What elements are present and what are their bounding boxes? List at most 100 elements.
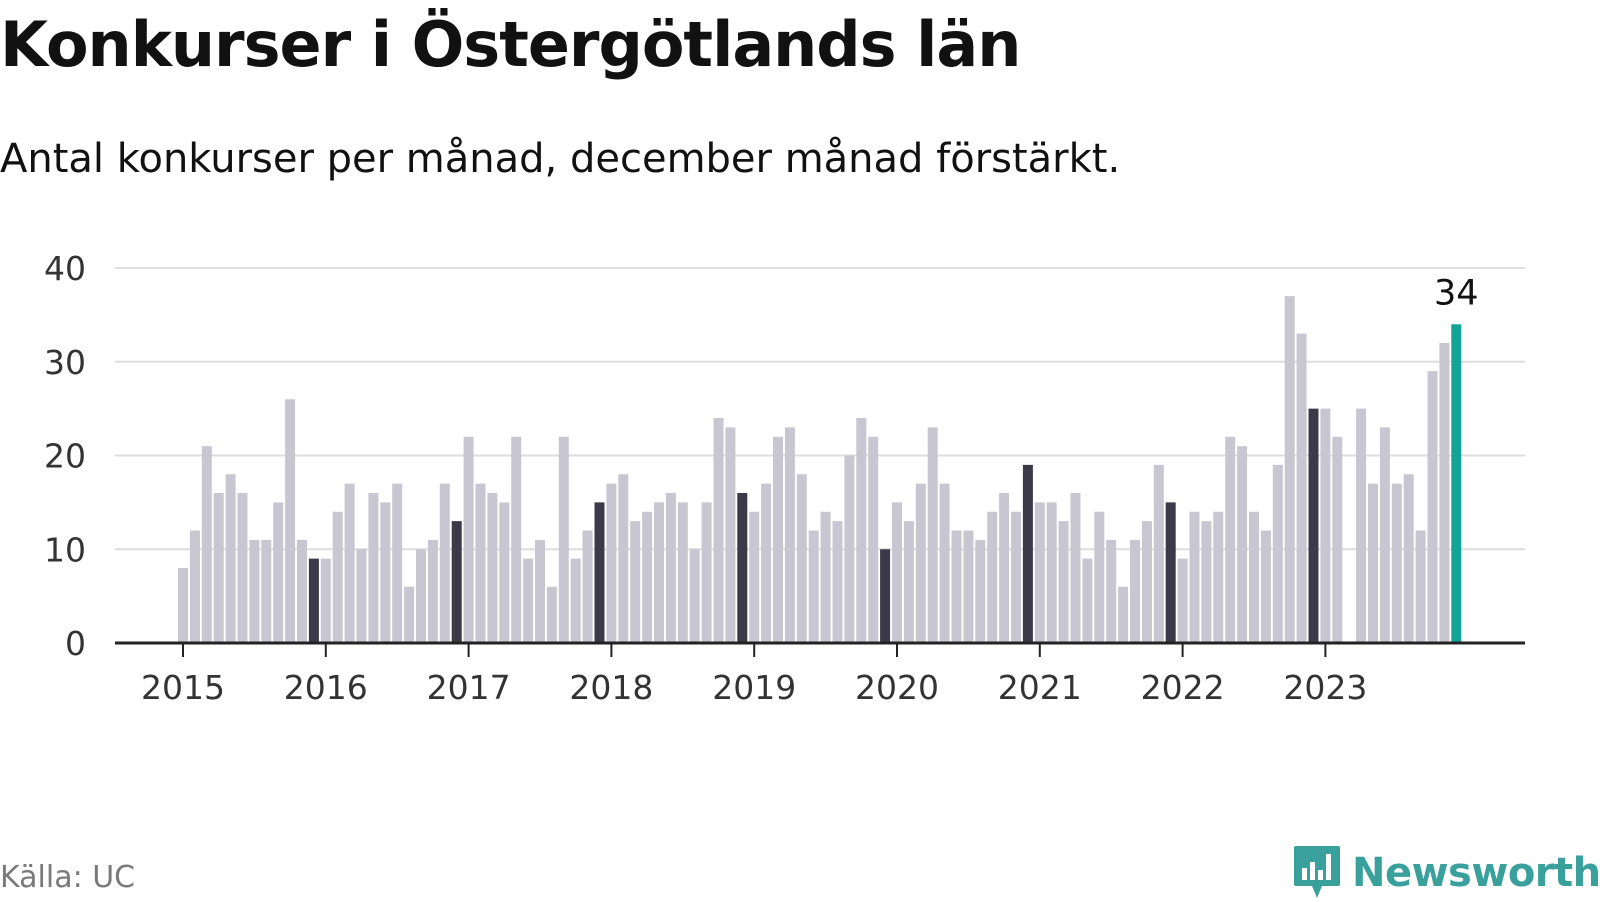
bar — [808, 530, 819, 643]
bar — [951, 530, 962, 643]
bar — [1415, 530, 1426, 643]
x-tick-label: 2022 — [1141, 668, 1225, 707]
bar — [1141, 521, 1152, 643]
bar — [308, 558, 319, 643]
bar — [832, 521, 843, 643]
bar — [1260, 530, 1271, 643]
bar — [499, 502, 510, 643]
bar — [1320, 408, 1331, 643]
bar — [237, 493, 248, 643]
bar — [927, 427, 938, 643]
bar — [915, 483, 926, 643]
bar — [975, 539, 986, 643]
bar — [1368, 483, 1378, 643]
bar — [582, 530, 593, 643]
bar — [1189, 511, 1200, 643]
x-tick-label: 2017 — [427, 668, 511, 707]
bar — [178, 568, 188, 643]
y-tick-label: 40 — [44, 249, 86, 288]
bar — [1225, 436, 1236, 643]
bar — [332, 511, 343, 643]
bar — [749, 511, 760, 643]
bar-chart-bubble-icon — [1294, 846, 1340, 898]
bar — [784, 427, 795, 643]
bar — [404, 586, 415, 643]
chart-title: Konkurser i Östergötlands län — [0, 8, 1021, 81]
bar — [1391, 483, 1402, 643]
bar — [380, 502, 391, 643]
bar — [665, 493, 676, 643]
bar — [558, 436, 569, 643]
data-label: 34 — [1434, 273, 1479, 313]
bar — [1201, 521, 1212, 643]
bar — [344, 483, 355, 643]
bar — [213, 493, 224, 643]
bar — [987, 511, 998, 643]
bar — [1249, 511, 1259, 643]
bar — [1106, 539, 1117, 643]
bar — [773, 436, 783, 643]
bar — [1082, 558, 1093, 643]
bar — [225, 474, 236, 643]
bar — [511, 436, 522, 643]
bar — [439, 483, 450, 643]
bar — [546, 586, 557, 643]
bar — [1058, 521, 1069, 643]
y-tick-label: 10 — [44, 530, 86, 569]
x-tick-label: 2016 — [284, 668, 368, 707]
bar — [892, 502, 902, 643]
bar — [1284, 296, 1295, 643]
bar — [1165, 502, 1176, 643]
bar — [630, 521, 641, 643]
bar — [1046, 502, 1057, 643]
bar — [677, 502, 688, 643]
bar — [1022, 464, 1033, 643]
chart-subtitle: Antal konkurser per månad, december måna… — [0, 136, 1121, 182]
bar — [368, 493, 379, 643]
bar — [1451, 324, 1462, 643]
bar — [1153, 464, 1164, 643]
x-tick-label: 2020 — [855, 668, 939, 707]
bar — [796, 474, 807, 643]
bar — [463, 436, 474, 643]
bar — [654, 502, 664, 643]
x-tick-label: 2018 — [569, 668, 653, 707]
bar — [1403, 474, 1414, 643]
bar — [1439, 343, 1450, 643]
bar — [606, 483, 617, 643]
bar — [963, 530, 974, 643]
bar — [868, 436, 879, 643]
bar — [535, 539, 545, 643]
bar — [820, 511, 831, 643]
bar — [416, 549, 426, 643]
bar — [689, 549, 700, 643]
bar — [1237, 446, 1248, 643]
bar — [1034, 502, 1045, 643]
bar — [999, 493, 1010, 643]
bar — [1094, 511, 1105, 643]
x-tick-label: 2021 — [998, 668, 1082, 707]
bar — [642, 511, 653, 643]
bar — [427, 539, 438, 643]
bar — [523, 558, 534, 643]
bar — [261, 539, 272, 643]
bar — [737, 493, 748, 643]
bar — [1427, 371, 1438, 643]
bar — [249, 539, 260, 643]
bar — [487, 493, 498, 643]
bar — [1177, 558, 1188, 643]
bar — [285, 399, 296, 643]
bar — [1130, 539, 1140, 643]
bar — [392, 483, 403, 643]
bar — [320, 558, 331, 643]
bar — [939, 483, 950, 643]
bar — [1118, 586, 1129, 643]
bar — [297, 539, 307, 643]
bar — [594, 502, 605, 643]
bar — [273, 502, 284, 643]
bar — [1070, 493, 1081, 643]
bar — [1213, 511, 1224, 643]
bar-chart: 0 10 20 30 40 2015 2016 2017 2018 2019 2020 2021 202… — [44, 249, 1525, 707]
x-tick-label: 2019 — [712, 668, 796, 707]
bar — [1296, 333, 1307, 643]
